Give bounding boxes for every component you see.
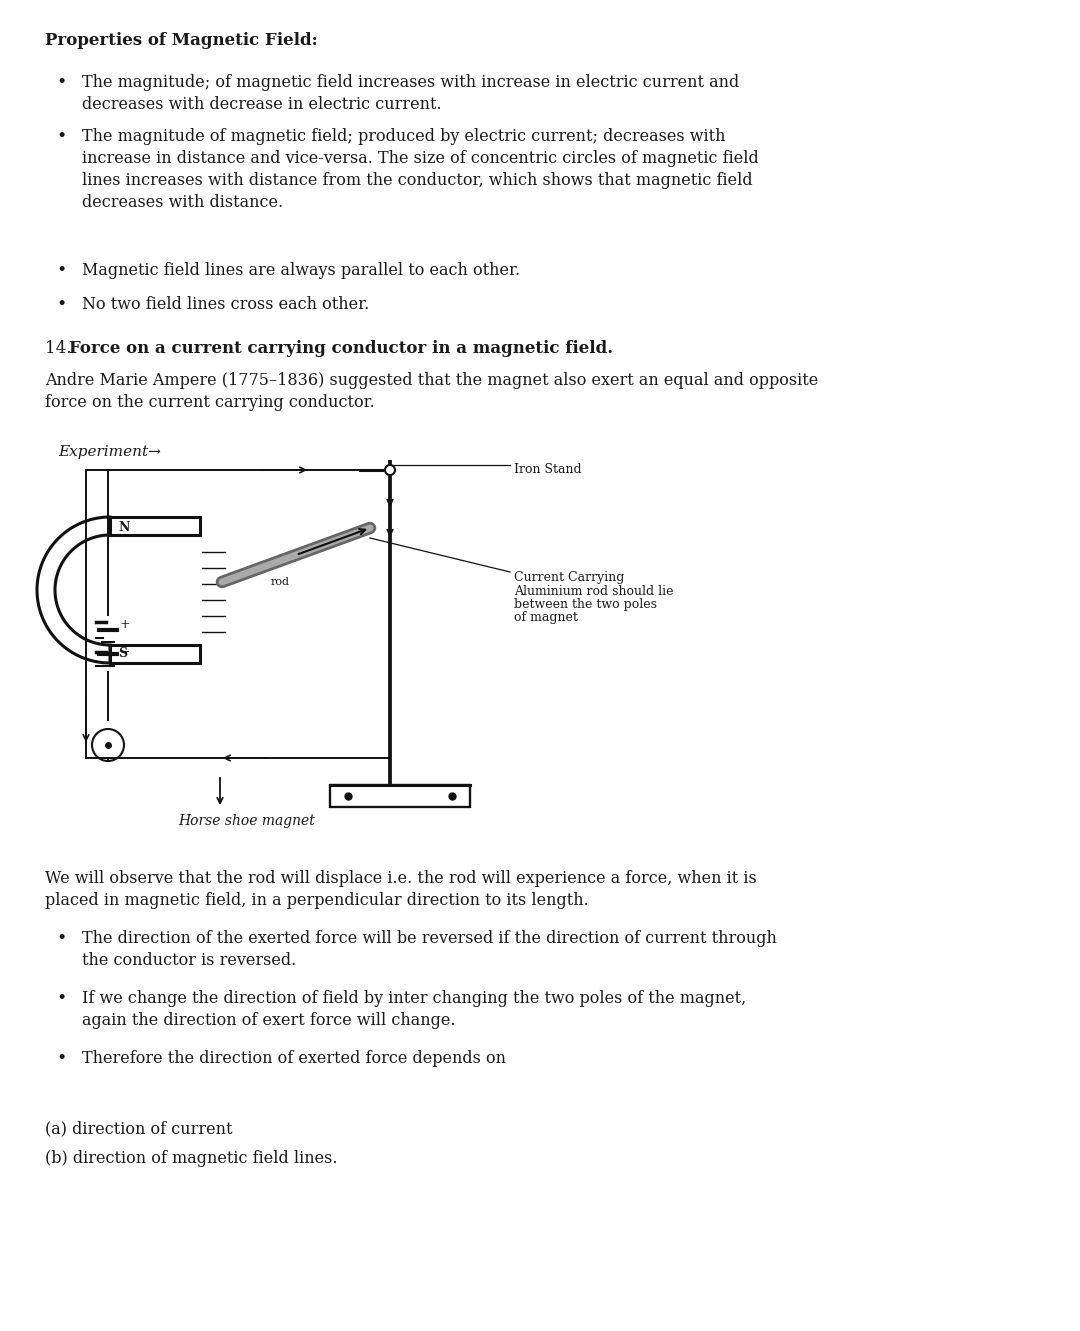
Text: force on the current carrying conductor.: force on the current carrying conductor. [45,394,375,411]
Text: Experiment→: Experiment→ [58,445,161,459]
Polygon shape [37,516,110,663]
Text: rod: rod [271,578,291,587]
Polygon shape [110,646,200,663]
Text: Current Carrying: Current Carrying [514,571,624,584]
Text: −: − [120,646,131,659]
Text: If we change the direction of field by inter changing the two poles of the magne: If we change the direction of field by i… [82,990,746,1008]
Text: the conductor is reversed.: the conductor is reversed. [82,952,296,969]
Text: •: • [56,75,66,91]
Text: •: • [56,128,66,145]
Text: again the direction of exert force will change.: again the direction of exert force will … [82,1012,456,1029]
Text: Aluminium rod should lie: Aluminium rod should lie [514,586,674,598]
Text: 14.: 14. [45,339,77,357]
Text: We will observe that the rod will displace i.e. the rod will experience a force,: We will observe that the rod will displa… [45,870,757,886]
Text: between the two poles: between the two poles [514,598,657,611]
Text: Magnetic field lines are always parallel to each other.: Magnetic field lines are always parallel… [82,262,521,280]
Text: (b) direction of magnetic field lines.: (b) direction of magnetic field lines. [45,1150,337,1167]
Text: Andre Marie Ampere (1775–1836) suggested that the magnet also exert an equal and: Andre Marie Ampere (1775–1836) suggested… [45,371,819,389]
Text: •: • [56,990,66,1008]
Polygon shape [110,516,200,535]
Text: Force on a current carrying conductor in a magnetic field.: Force on a current carrying conductor in… [69,339,613,357]
Text: The magnitude of magnetic field; produced by electric current; decreases with: The magnitude of magnetic field; produce… [82,128,726,145]
Text: decreases with decrease in electric current.: decreases with decrease in electric curr… [82,96,442,113]
Text: lines increases with distance from the conductor, which shows that magnetic fiel: lines increases with distance from the c… [82,172,753,189]
Text: (a) direction of current: (a) direction of current [45,1119,232,1137]
Text: •: • [56,295,66,313]
Text: The direction of the exerted force will be reversed if the direction of current : The direction of the exerted force will … [82,930,777,946]
Text: No two field lines cross each other.: No two field lines cross each other. [82,295,369,313]
Circle shape [92,729,124,761]
Circle shape [384,465,395,475]
Text: of magnet: of magnet [514,611,578,624]
Text: Therefore the direction of exerted force depends on: Therefore the direction of exerted force… [82,1050,507,1067]
Text: •: • [56,930,66,946]
Text: increase in distance and vice-versa. The size of concentric circles of magnetic : increase in distance and vice-versa. The… [82,150,759,166]
Text: N: N [118,520,130,534]
Text: decreases with distance.: decreases with distance. [82,194,283,212]
Text: The magnitude; of magnetic field increases with increase in electric current and: The magnitude; of magnetic field increas… [82,75,739,91]
Text: •: • [56,1050,66,1067]
Text: •: • [56,262,66,280]
Text: Iron Stand: Iron Stand [514,463,582,476]
Text: Horse shoe magnet: Horse shoe magnet [178,815,315,828]
Text: placed in magnetic field, in a perpendicular direction to its length.: placed in magnetic field, in a perpendic… [45,892,589,909]
Text: Properties of Magnetic Field:: Properties of Magnetic Field: [45,32,318,49]
Text: +: + [120,618,131,631]
Text: S: S [118,647,127,660]
